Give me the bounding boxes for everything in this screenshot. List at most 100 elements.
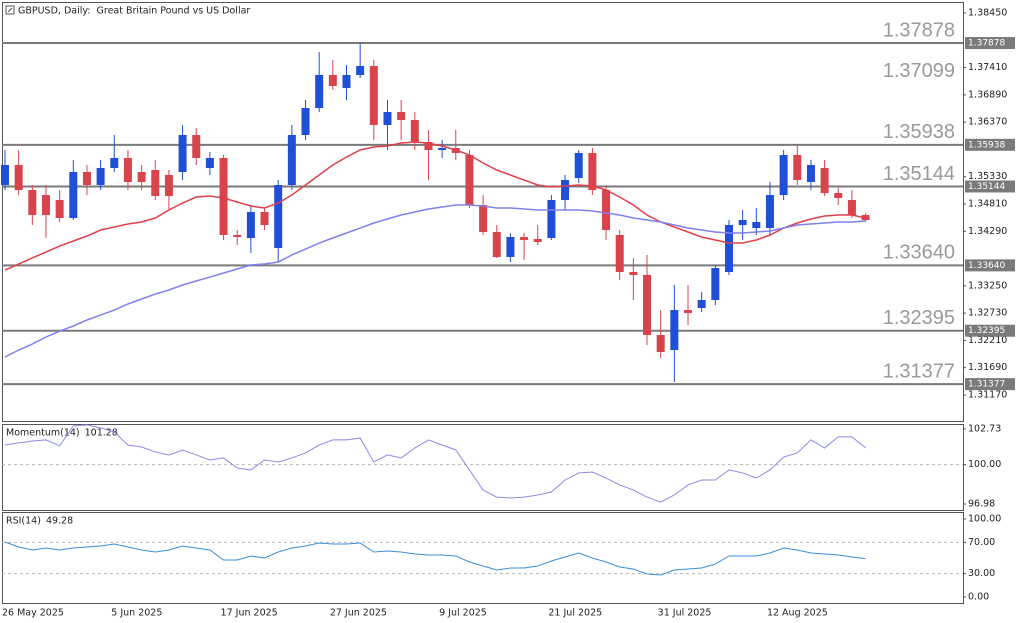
candle-body	[41, 195, 50, 216]
candle-body	[506, 237, 515, 257]
level-axis-box	[965, 324, 1015, 337]
y-tick-label: 70.00	[968, 537, 995, 548]
level-axis-box	[965, 37, 1015, 50]
level-label: 1.37878	[883, 19, 955, 41]
level-axis-label: 1.35938	[968, 140, 1005, 150]
candle-body	[697, 300, 706, 308]
candle-body	[219, 157, 228, 236]
level-axis-label: 1.37878	[968, 39, 1005, 49]
candle-body	[602, 189, 611, 231]
candle-body	[260, 212, 269, 225]
candle-body	[110, 157, 119, 169]
candle-body	[724, 224, 733, 272]
candle-body	[765, 195, 774, 229]
price-panel	[2, 2, 964, 422]
candle-body	[28, 189, 37, 216]
level-axis-label: 1.32395	[968, 326, 1005, 336]
y-tick-label: 1.36890	[968, 89, 1007, 100]
y-tick-label: 96.98	[968, 498, 995, 509]
level-axis-box	[965, 180, 1015, 193]
candle-body	[711, 268, 720, 301]
candle-body	[1, 165, 9, 186]
rsi-panel	[2, 512, 964, 604]
candle-body	[465, 154, 474, 205]
candle-body	[561, 180, 570, 201]
y-tick-label: 1.34290	[968, 226, 1007, 237]
y-tick-label: 1.35330	[968, 171, 1007, 182]
level-label: 1.33640	[883, 242, 955, 264]
candle-body	[383, 112, 392, 125]
candle-body	[424, 141, 433, 151]
candle-body	[670, 310, 679, 351]
x-tick-label: 17 Jun 2025	[221, 608, 278, 619]
candle-body	[369, 66, 378, 125]
candle-body	[547, 200, 556, 238]
candle-body	[315, 74, 324, 108]
candle-body	[82, 171, 91, 186]
level-axis-label: 1.33640	[968, 261, 1005, 271]
candle-body	[205, 157, 214, 169]
candle-body	[151, 170, 160, 197]
candle-body	[69, 171, 78, 219]
y-tick-label: 1.36370	[968, 117, 1007, 128]
y-tick-label: 1.38450	[968, 8, 1007, 19]
candle-body	[643, 274, 652, 336]
candle-body	[684, 310, 692, 314]
level-label: 1.35144	[883, 163, 955, 185]
candle-body	[779, 154, 788, 196]
candle-body	[342, 74, 351, 88]
x-tick-label: 21 Jul 2025	[548, 608, 602, 619]
candle-body	[14, 165, 23, 190]
candle-body	[178, 135, 187, 172]
candle-body	[520, 237, 529, 240]
candle-body	[847, 200, 856, 216]
candle-body	[397, 112, 406, 120]
y-tick-label: 1.31170	[968, 389, 1007, 400]
indicator-value: 49.28	[46, 516, 73, 527]
x-tick-label: 5 Jun 2025	[111, 608, 162, 619]
x-tick-label: 26 May 2025	[2, 608, 64, 619]
level-axis-box	[965, 138, 1015, 151]
level-label: 1.31377	[883, 360, 955, 382]
level-label: 1.35938	[883, 121, 955, 143]
momentum-panel	[2, 424, 964, 511]
candle-body	[820, 168, 829, 194]
candle-body	[588, 153, 597, 190]
x-tick-label: 12 Aug 2025	[767, 608, 828, 619]
candle-body	[793, 154, 802, 181]
candle-body	[287, 135, 296, 186]
indicator-line	[4, 424, 866, 503]
level-axis-box	[965, 259, 1015, 272]
y-tick-label: 100.00	[968, 514, 1001, 525]
y-tick-label: 1.32210	[968, 335, 1007, 346]
candle-body	[96, 168, 105, 186]
level-axis-label: 1.35144	[968, 182, 1005, 192]
candle-body	[492, 232, 501, 257]
candle-body	[55, 200, 64, 219]
y-tick-label: 0.00	[968, 591, 989, 602]
candle-body	[301, 107, 310, 136]
candle-body	[806, 165, 815, 183]
candle-body	[834, 193, 843, 199]
candle-body	[410, 119, 419, 142]
candle-body	[274, 185, 283, 249]
indicator-title: RSI(14)	[6, 516, 41, 527]
candle-body	[356, 66, 365, 75]
candle-body	[192, 135, 201, 158]
moving-average	[4, 141, 866, 271]
candle-body	[752, 221, 761, 229]
level-label: 1.32395	[883, 307, 955, 329]
y-tick-label: 1.33250	[968, 280, 1007, 291]
y-tick-label: 1.31690	[968, 362, 1007, 373]
level-axis-label: 1.31377	[968, 380, 1005, 390]
candle-body	[246, 212, 255, 238]
y-tick-label: 1.34810	[968, 198, 1007, 209]
candle-body	[574, 153, 583, 179]
indicator-title: Momentum(14)	[6, 428, 80, 439]
y-tick-label: 102.73	[968, 423, 1001, 434]
indicator-line	[4, 541, 866, 576]
candle-body	[164, 174, 173, 197]
y-tick-label: 100.00	[968, 459, 1001, 470]
